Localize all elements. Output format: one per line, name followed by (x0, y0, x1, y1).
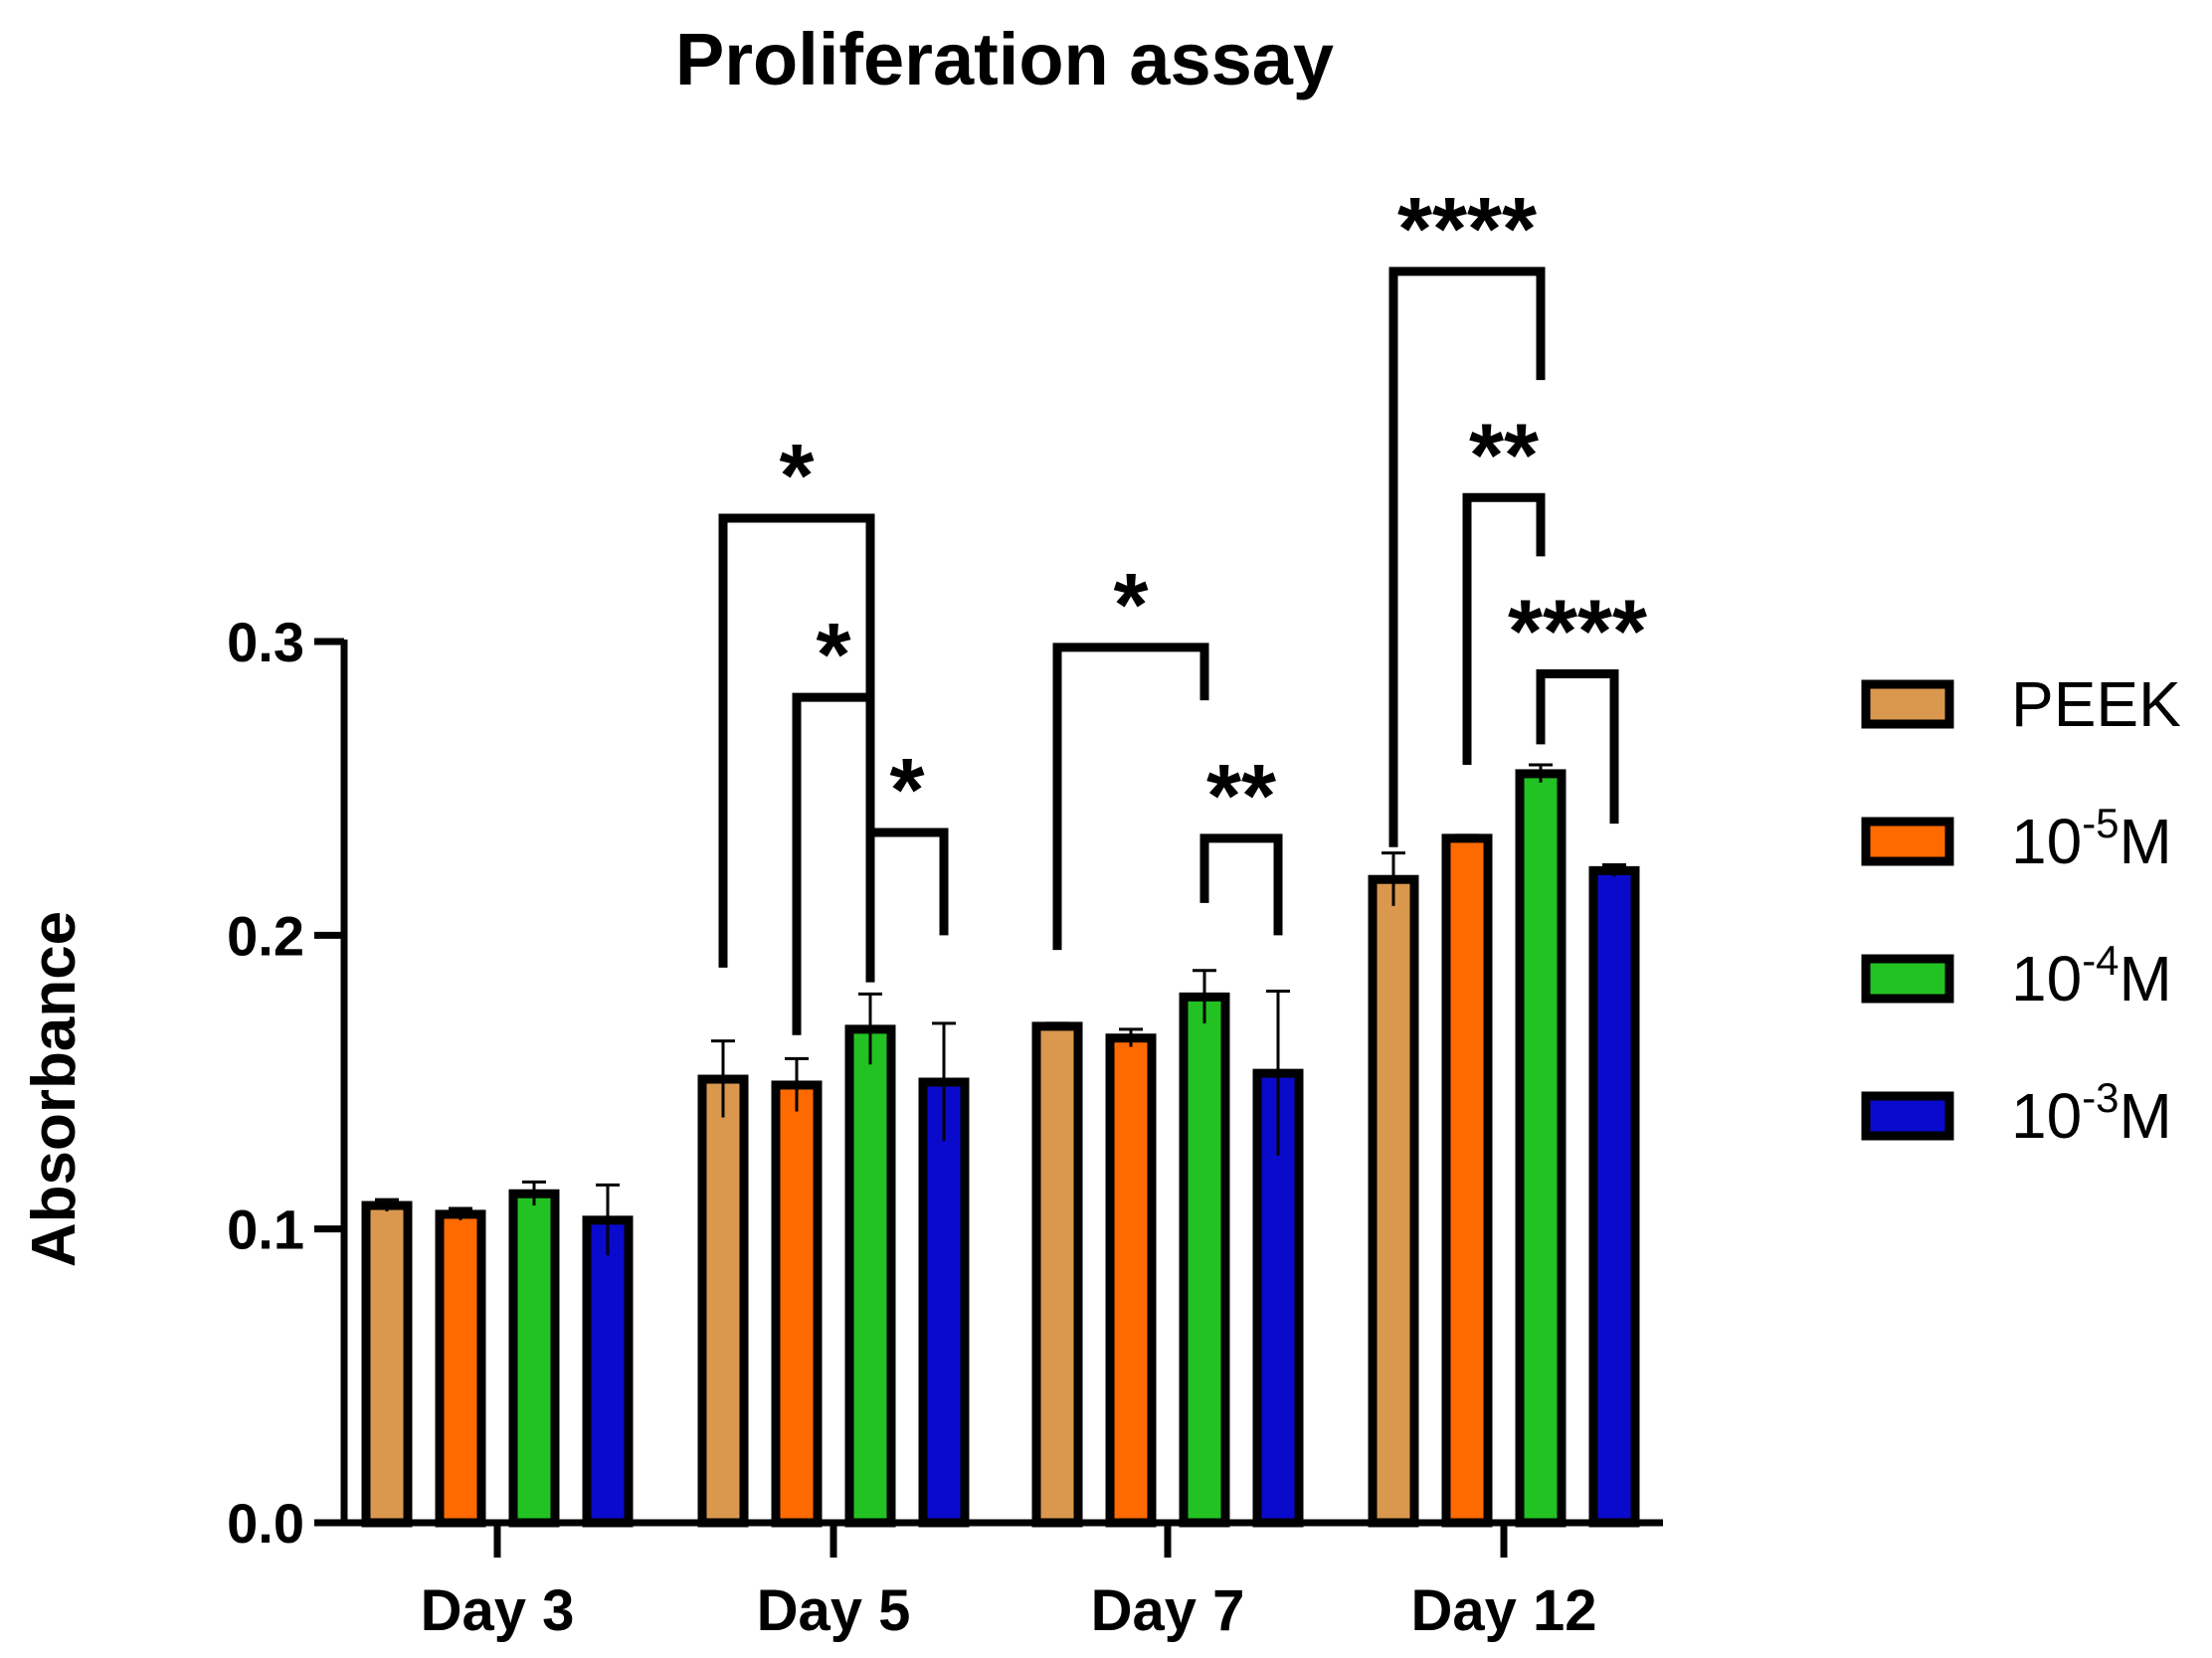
bar (582, 1215, 634, 1528)
bar (1105, 1033, 1157, 1528)
bar (771, 1080, 823, 1528)
significance-bracket (792, 692, 875, 1035)
x-tick-label: Day 7 (1091, 1578, 1245, 1643)
legend-swatch (1861, 679, 1954, 729)
y-tick-label: 0.1 (227, 1198, 304, 1261)
significance-label: ** (1469, 406, 1539, 505)
y-axis-label: Absorbance (20, 911, 89, 1267)
significance-bracket (865, 828, 949, 936)
legend-swatch (1861, 817, 1954, 866)
y-tick-label: 0.3 (227, 611, 304, 673)
legend-swatch (1861, 954, 1954, 1004)
bar (918, 1077, 970, 1528)
bar (1031, 1021, 1083, 1528)
significance-label: * (889, 741, 924, 840)
bar (435, 1209, 486, 1528)
x-tick-label: Day 5 (757, 1578, 911, 1643)
legend-label: 10-4M (2011, 937, 2172, 1014)
legend-label: 10-5M (2011, 800, 2172, 877)
x-tick-label: Day 12 (1410, 1578, 1596, 1643)
bar (844, 1024, 896, 1528)
bar (697, 1074, 749, 1528)
bar (1441, 833, 1493, 1528)
significance-bracket (1388, 267, 1546, 847)
y-tick-label: 0.2 (227, 904, 304, 967)
bar (1515, 769, 1567, 1528)
y-tick-label: 0.0 (227, 1492, 304, 1555)
significance-label: ** (1206, 747, 1276, 846)
legend-swatch (1861, 1091, 1954, 1141)
legend-label: 10-3M (2011, 1074, 2172, 1152)
significance-bracket (1052, 643, 1209, 951)
significance-bracket (1462, 492, 1546, 766)
bar (1179, 992, 1230, 1528)
significance-label: **** (1508, 582, 1647, 681)
x-tick-label: Day 3 (421, 1578, 575, 1643)
legend-label: PEEK (2011, 668, 2181, 740)
bar (361, 1200, 413, 1528)
significance-label: * (779, 427, 814, 526)
chart-title: Proliferation assay (675, 18, 1334, 100)
bar (1368, 874, 1419, 1528)
bar (508, 1189, 560, 1528)
significance-label: * (1113, 556, 1148, 655)
significance-bracket (1199, 833, 1283, 936)
significance-label: **** (1397, 180, 1537, 279)
significance-bracket (1536, 668, 1619, 825)
bar (1588, 865, 1640, 1528)
legend: PEEK 10-5M 10-4M 10-3M (1861, 668, 2181, 1152)
significance-label: * (816, 606, 850, 705)
